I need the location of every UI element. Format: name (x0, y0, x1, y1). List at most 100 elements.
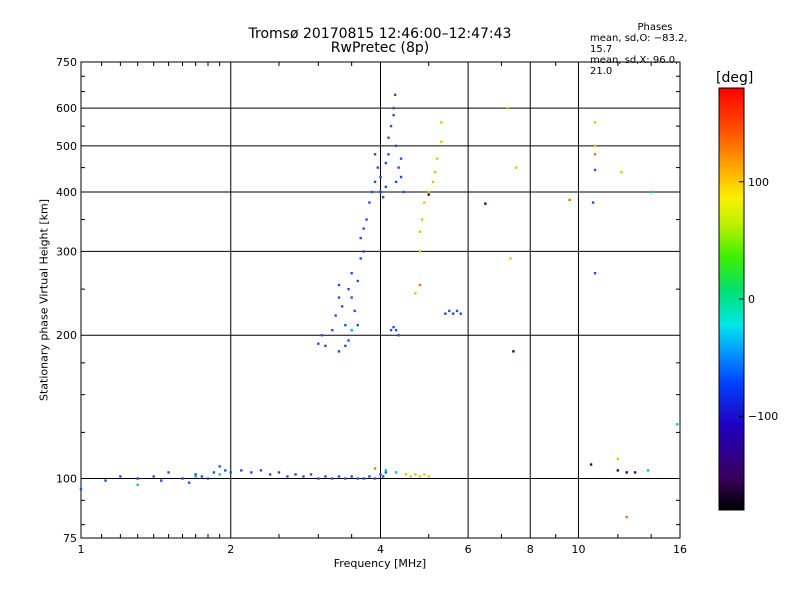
data-point (194, 475, 197, 478)
data-point (423, 201, 426, 204)
data-point (392, 113, 395, 117)
y-tick-label: 200 (56, 329, 77, 342)
y-tick-label: 300 (56, 245, 77, 258)
data-point (455, 309, 459, 313)
data-point (373, 477, 377, 480)
data-point (484, 202, 487, 205)
data-point (616, 469, 620, 472)
data-point (515, 166, 518, 169)
data-point (399, 175, 403, 179)
y-tick-label: 750 (56, 56, 77, 69)
data-point (451, 312, 455, 315)
data-point (356, 279, 359, 283)
data-point (387, 153, 390, 156)
data-point (373, 153, 377, 156)
data-point (347, 287, 350, 291)
data-point (433, 171, 437, 174)
data-point (676, 423, 679, 426)
data-point (593, 153, 597, 156)
data-point (392, 325, 395, 329)
colorbar-tick-label: 100 (748, 176, 769, 189)
data-point (649, 190, 653, 194)
data-point (187, 481, 191, 484)
data-point (384, 161, 388, 165)
data-point (181, 477, 184, 480)
data-point (394, 328, 398, 332)
data-point (381, 475, 385, 478)
data-point (259, 469, 263, 472)
data-point (368, 201, 371, 204)
data-point (431, 180, 435, 184)
data-point (206, 477, 210, 480)
data-point (394, 180, 398, 184)
data-point (294, 473, 297, 476)
data-point (394, 471, 398, 474)
data-point (337, 283, 341, 287)
data-point (440, 121, 443, 124)
data-point (359, 257, 362, 260)
data-point (384, 469, 388, 472)
data-point (240, 469, 243, 472)
data-point (160, 479, 163, 482)
x-tick-label: 4 (377, 543, 384, 556)
data-point (218, 465, 221, 468)
data-point (373, 467, 377, 470)
data-point (646, 469, 650, 472)
y-tick-label: 400 (56, 186, 77, 199)
data-point (427, 190, 430, 194)
chart-title: Tromsø 20170815 12:46:00–12:47:43 (248, 26, 512, 42)
data-point (368, 475, 371, 478)
data-point (625, 515, 628, 519)
data-point (616, 457, 620, 461)
data-point (331, 328, 334, 332)
data-point (268, 473, 272, 476)
data-point (344, 477, 347, 480)
data-point (362, 227, 365, 230)
data-point (506, 106, 509, 110)
data-point (633, 471, 637, 474)
data-point (509, 257, 512, 260)
data-point (379, 175, 382, 179)
data-point (362, 477, 365, 480)
data-point (402, 190, 405, 194)
data-point (625, 471, 628, 474)
data-point (340, 305, 344, 308)
data-point (381, 195, 385, 199)
data-point (302, 475, 305, 478)
data-point (320, 334, 324, 337)
data-point (393, 93, 397, 96)
data-point (379, 190, 382, 194)
data-point (418, 283, 422, 287)
data-point (418, 230, 422, 233)
data-point (404, 473, 408, 476)
data-point (384, 471, 388, 474)
data-point (167, 471, 170, 474)
data-point (418, 250, 422, 253)
data-point (423, 473, 426, 476)
data-point (427, 193, 430, 196)
chart-subtitle: RwPretec (8p) (330, 40, 430, 56)
data-point (387, 136, 390, 139)
data-point (593, 272, 597, 275)
phase-stats-o: mean, sd,O: −83.2, 15.7 (590, 33, 688, 55)
data-point (286, 475, 289, 478)
x-tick-label: 6 (465, 543, 472, 556)
data-point (392, 106, 395, 110)
data-point (224, 469, 227, 472)
data-point (350, 328, 353, 332)
data-point (250, 471, 253, 474)
data-point (440, 140, 443, 143)
phase-stats-x: mean, sd,X: 96.0, 21.0 (590, 55, 679, 77)
data-point (448, 309, 451, 313)
y-axis-label: Stationary phase Virtual Height [km] (37, 198, 51, 402)
y-tick-label: 100 (56, 473, 77, 486)
data-point (376, 166, 379, 169)
data-point (200, 475, 204, 478)
x-tick-label: 1 (78, 543, 85, 556)
data-point (119, 475, 122, 478)
colorbar-label: [deg] (716, 70, 754, 86)
data-point (568, 198, 571, 202)
data-point (229, 471, 232, 474)
data-point (331, 477, 334, 480)
